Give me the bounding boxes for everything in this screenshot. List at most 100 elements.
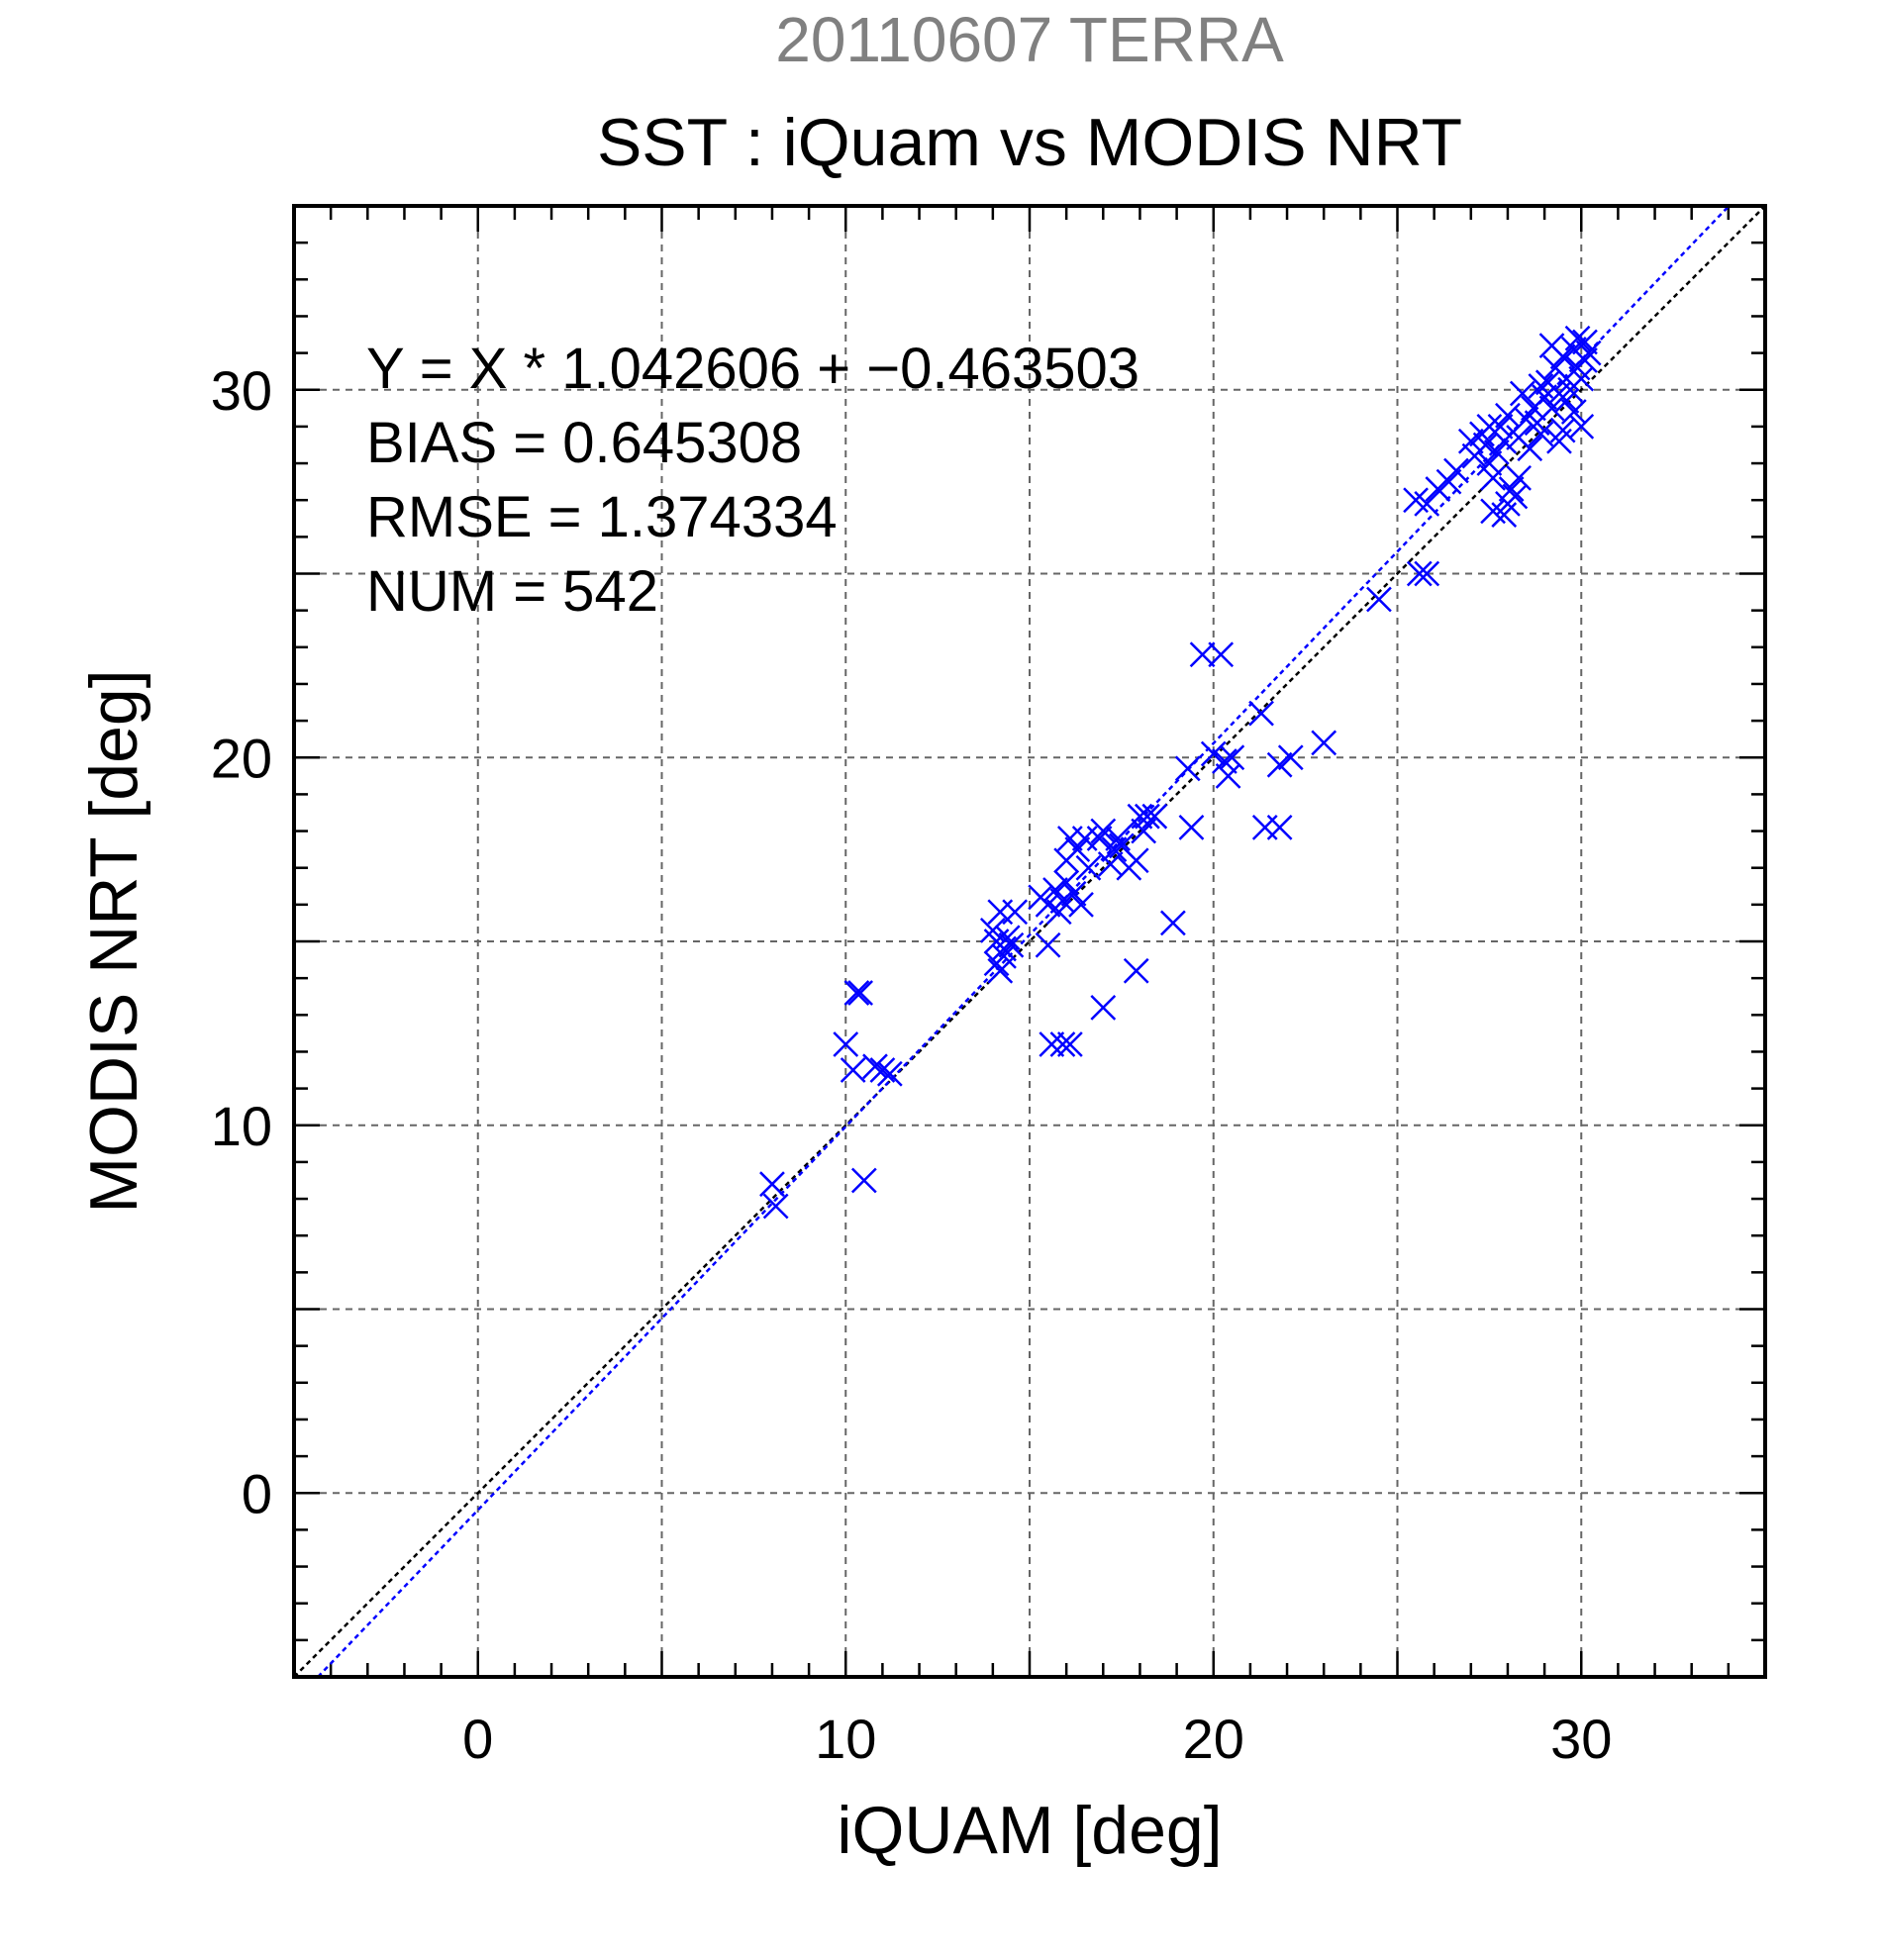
stats-annotation: Y = X * 1.042606 + −0.463503 BIAS = 0.64… <box>366 337 1139 624</box>
data-point <box>991 942 1017 969</box>
plot-area <box>292 204 1767 1679</box>
data-point <box>1277 744 1304 771</box>
data-point <box>1506 465 1532 491</box>
data-point <box>1251 814 1278 840</box>
data-point <box>1090 818 1117 844</box>
data-point <box>762 1193 789 1220</box>
data-point <box>1215 762 1241 789</box>
data-point <box>1564 325 1591 351</box>
data-point <box>759 1171 785 1198</box>
data-point <box>1528 421 1554 447</box>
data-point <box>1123 847 1149 874</box>
data-point <box>1035 891 1061 918</box>
data-point <box>1553 388 1580 414</box>
data-point <box>1538 333 1565 359</box>
data-point <box>1090 994 1117 1021</box>
data-point <box>1517 436 1543 462</box>
data-point <box>1086 826 1113 851</box>
data-point <box>1575 340 1602 366</box>
tick-labels: 0 10 20 30 0 10 20 30 <box>211 359 1613 1770</box>
data-point <box>1266 751 1293 778</box>
data-point <box>1053 869 1080 896</box>
reference-lines <box>293 205 1766 1678</box>
data-point <box>1208 641 1235 668</box>
x-tick-label: 0 <box>462 1708 493 1770</box>
data-point <box>1178 814 1205 840</box>
fit-equation: Y = X * 1.042606 + −0.463503 <box>366 337 1139 401</box>
x-tick-label: 10 <box>815 1708 876 1770</box>
y-axis-label: MODIS NRT [deg] <box>76 669 151 1213</box>
data-point <box>1219 744 1245 771</box>
data-point <box>1414 491 1440 517</box>
data-points <box>759 325 1602 1220</box>
data-point <box>1131 818 1157 844</box>
data-point <box>987 957 1014 984</box>
data-point <box>1039 1031 1065 1057</box>
data-point <box>1483 440 1510 465</box>
y-tick-label: 10 <box>211 1095 272 1157</box>
data-point <box>1480 465 1506 491</box>
data-point <box>1056 826 1083 851</box>
y-tick-label: 0 <box>242 1462 272 1524</box>
data-point <box>1141 803 1168 830</box>
data-point <box>1476 414 1503 440</box>
data-point <box>1045 899 1072 926</box>
data-point <box>847 980 873 1006</box>
data-point <box>1443 457 1469 484</box>
data-point <box>998 931 1025 958</box>
data-point <box>843 980 870 1006</box>
fit-line <box>317 205 1731 1678</box>
bias-stat: BIAS = 0.645308 <box>366 411 802 475</box>
data-point <box>1509 380 1535 407</box>
data-point <box>1572 347 1598 373</box>
data-point <box>1068 891 1094 918</box>
data-point <box>1546 428 1572 454</box>
data-point <box>1414 560 1440 587</box>
x-axis-label: iQUAM [deg] <box>837 1793 1222 1868</box>
data-point <box>1311 730 1337 756</box>
data-point <box>1189 641 1216 668</box>
data-point <box>1002 899 1029 926</box>
data-point <box>1097 851 1124 877</box>
data-point <box>1105 826 1132 851</box>
data-point <box>876 1060 903 1087</box>
x-tick-label: 30 <box>1550 1708 1612 1770</box>
data-point <box>1266 814 1293 840</box>
y-tick-label: 20 <box>211 727 272 789</box>
data-point <box>1064 836 1091 863</box>
data-point <box>862 1053 888 1080</box>
data-point <box>1498 476 1525 502</box>
data-point <box>987 899 1014 926</box>
data-point <box>1366 586 1392 613</box>
data-point <box>1436 468 1462 495</box>
data-point <box>1056 1031 1083 1057</box>
data-point <box>1174 755 1201 782</box>
data-point <box>869 1057 896 1083</box>
data-point <box>1528 373 1554 399</box>
data-point <box>1487 414 1514 440</box>
data-point <box>1406 560 1433 587</box>
data-point <box>1060 880 1087 907</box>
data-point <box>1134 803 1160 830</box>
data-point <box>1212 748 1238 774</box>
data-point <box>1123 957 1149 984</box>
data-point <box>1457 428 1484 454</box>
data-point <box>1075 854 1102 881</box>
chart-subtitle: SST : iQuam vs MODIS NRT <box>597 105 1462 180</box>
data-point <box>840 1057 866 1083</box>
data-point <box>1560 399 1587 425</box>
data-point <box>1568 414 1595 440</box>
data-point <box>1495 402 1521 429</box>
num-stat: NUM = 542 <box>366 559 658 624</box>
rmse-stat: RMSE = 1.374334 <box>366 485 838 549</box>
data-point <box>850 1167 877 1194</box>
y-tick-label: 30 <box>211 359 272 422</box>
minor-ticks <box>294 206 1765 1677</box>
data-point <box>1248 700 1274 727</box>
data-point <box>833 1031 859 1057</box>
x-tick-label: 20 <box>1183 1708 1244 1770</box>
chart-title: 20110607 TERRA <box>775 4 1284 75</box>
data-point <box>1071 826 1098 851</box>
data-point <box>1160 910 1186 936</box>
